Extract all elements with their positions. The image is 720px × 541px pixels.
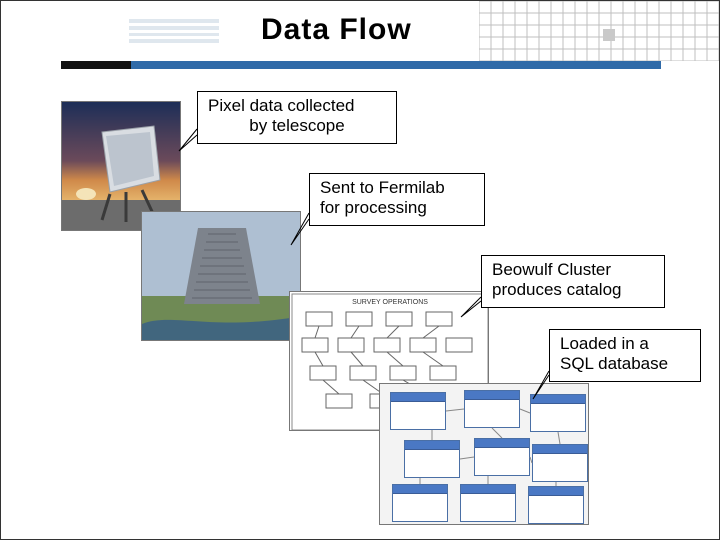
label-line: Sent to Fermilab <box>320 178 445 197</box>
node-image-dbschema <box>379 383 589 525</box>
label-line: by telescope <box>208 116 386 136</box>
svg-text:SURVEY OPERATIONS: SURVEY OPERATIONS <box>352 299 428 306</box>
label-line: SQL database <box>560 354 668 373</box>
label-beowulf: Beowulf Cluster produces catalog <box>481 255 665 308</box>
header-accent-square <box>603 29 615 41</box>
label-line: produces catalog <box>492 280 621 299</box>
node-image-fermilab <box>141 211 301 341</box>
header-left-stripes <box>129 19 219 43</box>
header-grid <box>479 1 719 61</box>
label-line: Pixel data collected <box>208 96 354 115</box>
label-line: Loaded in a <box>560 334 649 353</box>
label-fermilab: Sent to Fermilab for processing <box>309 173 485 226</box>
label-telescope: Pixel data collected by telescope <box>197 91 397 144</box>
page-title: Data Flow <box>261 13 412 47</box>
label-line: Beowulf Cluster <box>492 260 611 279</box>
label-line: for processing <box>320 198 427 217</box>
header-rule <box>61 61 661 69</box>
label-sql: Loaded in a SQL database <box>549 329 701 382</box>
